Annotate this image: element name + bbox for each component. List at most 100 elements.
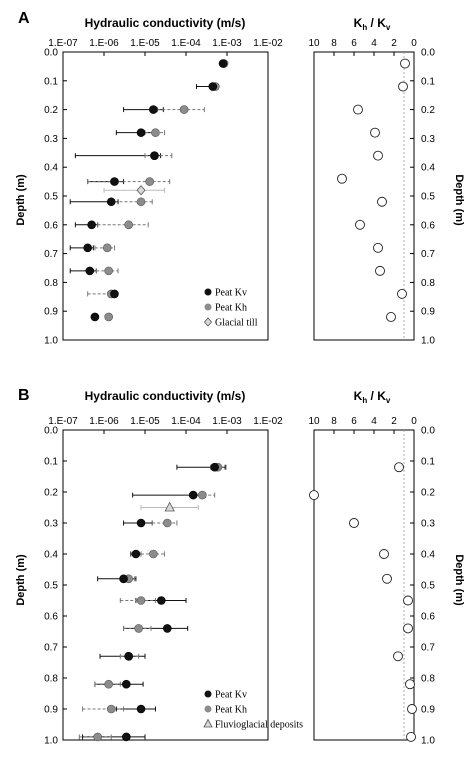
panel-label-b: B xyxy=(18,387,30,404)
panel-a-legend-label: Glacial till xyxy=(215,318,258,329)
panel-b-k-xtick-label: 1.E-02 xyxy=(253,416,283,427)
panel-b-ratio-point xyxy=(394,462,404,473)
panel-b-kv-point xyxy=(124,651,133,661)
panel-a-k-xtick-label: 1.E-06 xyxy=(89,38,119,49)
panel-a-kh-point xyxy=(102,243,112,253)
panel-b-ratio-xtick-label: 0 xyxy=(411,416,417,427)
panel-b-kv-point xyxy=(136,518,146,528)
panel-b-kh-point xyxy=(136,596,146,605)
panel-b-ratio-ytick-label: 0.1 xyxy=(421,457,435,468)
panel-a-k-title: Hydraulic conductivity (m/s) xyxy=(85,16,246,30)
panel-a-ratio-xtick-label: 8 xyxy=(331,38,337,49)
panel-b-k-ytick-label: 0.3 xyxy=(44,519,58,530)
panel-b-k-xtick-label: 1.E-03 xyxy=(212,416,242,427)
panel-b-kh-point xyxy=(163,518,172,528)
panel-a-kv-point xyxy=(208,82,218,91)
panel-a-kv-point xyxy=(85,266,95,276)
panel-a-kh-point xyxy=(124,220,133,230)
panel-b-kv-point xyxy=(136,704,146,714)
panel-b-ratio-ytick-label: 0.9 xyxy=(421,705,435,716)
panel-a-ratio-ytick-label: 0.6 xyxy=(421,220,435,231)
panel-a-kv-point xyxy=(110,289,119,299)
panel-b-ratio-ytick-label: 0.5 xyxy=(421,581,435,592)
panel-b-legend-kv-swatch xyxy=(204,690,212,698)
panel-b-ratio-ytick-label: 0.4 xyxy=(421,550,435,561)
panel-a-ratio-point xyxy=(397,288,407,299)
panel-b-ratio-point xyxy=(379,549,389,559)
panel-a-k-ytick-label: 0.9 xyxy=(44,307,58,318)
panel-b-kh-point xyxy=(106,704,116,714)
panel-a-ratio-point xyxy=(373,242,383,253)
panel-b-ratio-ytick-label: 0.6 xyxy=(421,612,435,623)
panel-b-ratio-point xyxy=(349,518,359,528)
panel-a-k-ytick-label: 0.8 xyxy=(44,278,58,289)
panel-a-ratio-xtick-label: 6 xyxy=(351,38,357,49)
panel-b-kv-point xyxy=(163,624,172,633)
panel-a-ratio-ytick-label: 0.1 xyxy=(421,76,435,87)
panel-b-left-ylabel: Depth (m) xyxy=(15,554,27,606)
panel-a-k-ytick-label: 0.4 xyxy=(44,163,58,174)
panel-a-k-ytick-label: 0.3 xyxy=(44,134,58,145)
panel-b-kv-point xyxy=(122,679,131,689)
panel-a-kv-point xyxy=(136,128,146,137)
panel-b-k-ytick-label: 0.7 xyxy=(44,643,58,654)
panel-b-ratio-title: Kh / Kv xyxy=(354,389,391,405)
panel-a-ratio-ytick-label: 0.3 xyxy=(421,134,435,145)
panel-a-k-xtick-label: 1.E-04 xyxy=(171,38,201,49)
panel-label-a: A xyxy=(18,10,30,27)
panel-a-ratio-ytick-label: 0.8 xyxy=(421,278,435,289)
panel-b-kh-point xyxy=(93,732,102,742)
panel-a-ratio-point xyxy=(400,58,410,69)
panel-a-legend-kv-swatch xyxy=(204,288,212,296)
panel-a-ratio-xtick-label: 0 xyxy=(411,38,417,49)
panel-b-k-ytick-label: 0.1 xyxy=(44,457,58,468)
panel-a-ratio-xtick-label: 2 xyxy=(391,38,397,49)
panel-b-ratio-xtick-label: 8 xyxy=(331,416,337,427)
panel-b-k-ytick-label: 0.2 xyxy=(44,488,58,499)
panel-b-ratio-ytick-label: 0.2 xyxy=(421,488,435,499)
panel-a-ratio-ytick-label: 0.5 xyxy=(421,192,435,203)
panel-a-ratio-xtick-label: 10 xyxy=(308,38,320,49)
panel-b-kv-point xyxy=(131,549,141,559)
panel-a-ratio-ytick-label: 0.7 xyxy=(421,249,435,260)
panel-b-legend-label: Peat Kv xyxy=(215,690,247,701)
panel-a-ratio-point xyxy=(373,150,383,161)
panel-b-ratio-point xyxy=(393,651,403,662)
panel-a-kh-point xyxy=(104,266,113,276)
panel-a-kh-point xyxy=(104,312,113,322)
panel-b-fluvio-point xyxy=(164,501,175,512)
panel-b-k-ytick-label: 0.0 xyxy=(44,426,58,437)
panel-a-k-ytick-label: 0.0 xyxy=(44,48,58,59)
panel-a-kv-point xyxy=(110,177,119,186)
panel-a-ratio-point xyxy=(353,104,363,115)
panel-b-kh-point xyxy=(149,549,158,559)
panel-b-k-xtick-label: 1.E-05 xyxy=(130,416,160,427)
panel-b-legend-kh-swatch xyxy=(204,705,212,713)
panel-a-ratio-point xyxy=(375,265,385,276)
panel-a-legend-label: Peat Kh xyxy=(215,303,247,314)
panel-b-k-ytick-label: 0.5 xyxy=(44,581,58,592)
panel-a-ratio-ytick-label: 1.0 xyxy=(421,336,435,347)
panel-b-kh-point xyxy=(134,624,143,633)
panel-a-kh-point xyxy=(136,197,146,207)
panel-b-kv-point xyxy=(188,490,198,500)
panel-b-ratio-xtick-label: 6 xyxy=(351,416,357,427)
panel-a-ratio-point xyxy=(337,173,347,184)
panel-b-k-ytick-label: 0.9 xyxy=(44,705,58,716)
panel-b-ratio-point xyxy=(382,573,392,584)
panel-a-till-point xyxy=(136,185,146,196)
panel-b-k-ytick-label: 1.0 xyxy=(44,736,58,747)
panel-a-kh-point xyxy=(179,105,189,114)
panel-a-ratio-ytick-label: 0.2 xyxy=(421,105,435,116)
panel-a-ratio-point xyxy=(377,196,387,207)
panel-b-ratio-xtick-label: 4 xyxy=(371,416,377,427)
panel-b-k-xtick-label: 1.E-04 xyxy=(171,416,201,427)
panel-b-k-ytick-label: 0.4 xyxy=(44,550,58,561)
panel-a-ratio-point xyxy=(370,127,380,138)
panel-a-kv-point xyxy=(87,220,96,230)
panel-b-kh-point xyxy=(104,679,113,689)
panel-b-kv-point xyxy=(157,596,166,605)
panel-a-kv-point xyxy=(150,151,159,160)
panel-a-ratio-xtick-label: 4 xyxy=(371,38,377,49)
panel-a-kv-point xyxy=(106,197,116,207)
